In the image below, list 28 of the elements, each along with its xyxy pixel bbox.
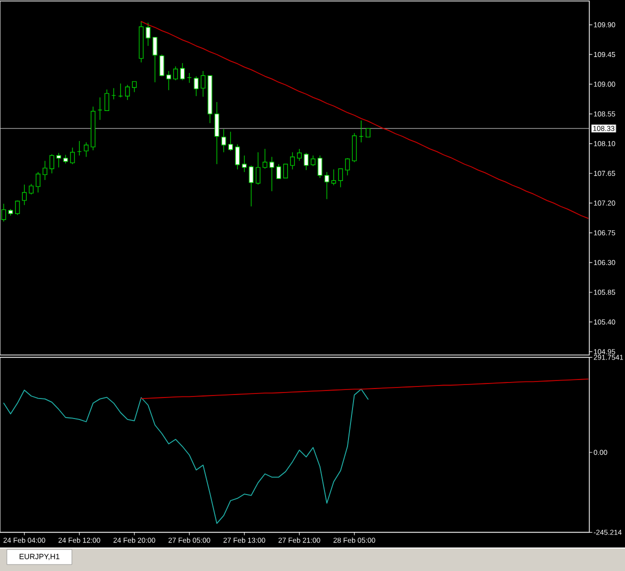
candlestick [70,147,75,164]
candlestick [262,148,268,170]
candlestick [310,155,316,166]
candlestick [290,152,295,170]
candlestick [186,72,192,84]
candlestick [180,62,185,81]
candlestick [318,155,322,178]
candlestick [111,88,116,100]
candlestick [173,66,178,81]
candlestick [214,102,220,164]
candlestick [90,106,96,151]
candlestick [63,154,68,164]
candlestick [200,70,206,98]
candlestick [15,200,20,216]
candlestick [98,97,102,120]
candlestick [42,160,48,180]
candlestick [8,208,13,216]
candlestick [235,144,240,170]
candlestick [358,120,364,143]
candlestick [125,84,130,100]
candlestick [256,152,260,185]
candlestick [76,140,82,156]
candlestick [228,131,233,152]
candlestick [36,172,40,193]
candlestick [118,83,123,98]
line-series [3,388,369,524]
candlestick [345,158,350,176]
candlestick [146,22,150,46]
